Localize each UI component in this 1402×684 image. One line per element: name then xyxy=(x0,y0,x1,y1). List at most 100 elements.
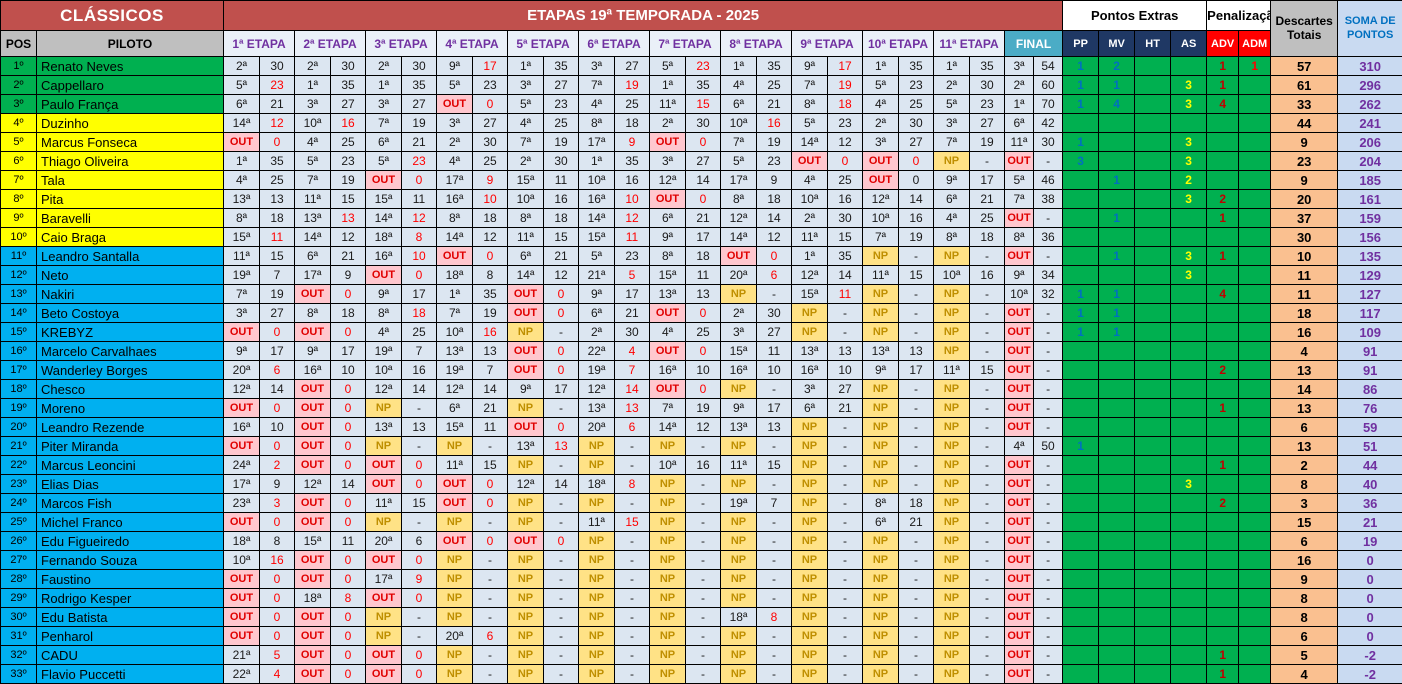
pilot-name[interactable]: Moreno xyxy=(37,399,224,418)
etapa-6-position-cell[interactable]: NP xyxy=(579,437,615,456)
etapa-3-points-cell[interactable]: - xyxy=(402,627,437,646)
etapa-7-points-cell[interactable]: - xyxy=(686,665,721,684)
adm-cell[interactable] xyxy=(1239,76,1271,95)
etapa-9-points-cell[interactable]: 11 xyxy=(828,285,863,304)
etapa-5-position-cell[interactable]: OUT xyxy=(508,361,544,380)
discards-cell[interactable]: 4 xyxy=(1271,665,1338,684)
etapa-4-position-cell[interactable]: 4ª xyxy=(437,152,473,171)
etapa-1-position-cell[interactable]: OUT xyxy=(224,437,260,456)
etapa-11-position-cell[interactable]: 1ª xyxy=(934,57,970,76)
as-cell[interactable] xyxy=(1171,323,1207,342)
etapa-4-position-cell[interactable]: 2ª xyxy=(437,133,473,152)
etapa-6-position-cell[interactable]: 7ª xyxy=(579,76,615,95)
adv-cell[interactable]: 4 xyxy=(1207,95,1239,114)
etapa-3-position-cell[interactable]: 11ª xyxy=(366,494,402,513)
pos-cell[interactable]: 2º xyxy=(1,76,37,95)
as-cell[interactable] xyxy=(1171,494,1207,513)
pilot-name[interactable]: Neto xyxy=(37,266,224,285)
etapa-7-position-cell[interactable]: NP xyxy=(650,627,686,646)
etapa-3-position-cell[interactable]: 20ª xyxy=(366,532,402,551)
sum-cell[interactable]: 135 xyxy=(1338,247,1402,266)
etapa-7-position-cell[interactable]: NP xyxy=(650,608,686,627)
etapa-1-position-cell[interactable]: 5ª xyxy=(224,76,260,95)
adm-cell[interactable] xyxy=(1239,570,1271,589)
etapa-6-position-cell[interactable]: 22ª xyxy=(579,342,615,361)
etapa-1-position-cell[interactable]: 24ª xyxy=(224,456,260,475)
etapa-11-position-cell[interactable]: 10ª xyxy=(934,266,970,285)
etapa-7-position-cell[interactable]: OUT xyxy=(650,304,686,323)
etapa-8-points-cell[interactable]: - xyxy=(757,570,792,589)
pp-cell[interactable]: 1 xyxy=(1063,437,1099,456)
etapa-5-position-cell[interactable]: NP xyxy=(508,551,544,570)
etapa-8-points-cell[interactable]: - xyxy=(757,475,792,494)
etapa-1-position-cell[interactable]: 7ª xyxy=(224,285,260,304)
etapa-2-points-cell[interactable]: 0 xyxy=(331,285,366,304)
etapa-7-points-cell[interactable]: - xyxy=(686,646,721,665)
pp-cell[interactable] xyxy=(1063,494,1099,513)
etapa-1-points-cell[interactable]: 8 xyxy=(260,532,295,551)
pilot-name[interactable]: Penharol xyxy=(37,627,224,646)
etapa-3-position-cell[interactable]: 8ª xyxy=(366,304,402,323)
sum-cell[interactable]: 0 xyxy=(1338,589,1402,608)
sum-cell[interactable]: -2 xyxy=(1338,665,1402,684)
etapa-2-points-cell[interactable]: 0 xyxy=(331,608,366,627)
etapa-11-points-cell[interactable]: - xyxy=(970,589,1005,608)
etapa-4-points-cell[interactable]: - xyxy=(473,551,508,570)
adm-cell[interactable] xyxy=(1239,247,1271,266)
etapa-5-position-cell[interactable]: NP xyxy=(508,665,544,684)
etapa-11-position-cell[interactable]: NP xyxy=(934,285,970,304)
etapa-8-position-cell[interactable]: 3ª xyxy=(721,323,757,342)
etapa-1-position-cell[interactable]: 10ª xyxy=(224,551,260,570)
pilot-name[interactable]: Marcos Fish xyxy=(37,494,224,513)
etapa-11-position-cell[interactable]: NP xyxy=(934,646,970,665)
as-cell[interactable] xyxy=(1171,437,1207,456)
final-points-cell[interactable]: - xyxy=(1034,570,1063,589)
pilot-name[interactable]: Edu Batista xyxy=(37,608,224,627)
etapa-4-points-cell[interactable]: 14 xyxy=(473,380,508,399)
adm-cell[interactable] xyxy=(1239,627,1271,646)
adm-cell[interactable] xyxy=(1239,114,1271,133)
etapa-8-position-cell[interactable]: NP xyxy=(721,589,757,608)
etapa-1-position-cell[interactable]: OUT xyxy=(224,589,260,608)
etapa-5-points-cell[interactable]: 14 xyxy=(544,475,579,494)
final-position-cell[interactable]: 5ª xyxy=(1005,171,1034,190)
etapa-3-points-cell[interactable]: 23 xyxy=(402,152,437,171)
etapa-1-position-cell[interactable]: 19ª xyxy=(224,266,260,285)
etapa-8-points-cell[interactable]: - xyxy=(757,437,792,456)
etapa-8-position-cell[interactable]: 12ª xyxy=(721,209,757,228)
adm-cell[interactable] xyxy=(1239,190,1271,209)
adm-cell[interactable] xyxy=(1239,133,1271,152)
etapa-6-points-cell[interactable]: 27 xyxy=(615,57,650,76)
pos-cell[interactable]: 19º xyxy=(1,399,37,418)
etapa-6-points-cell[interactable]: 15 xyxy=(615,513,650,532)
adv-cell[interactable]: 1 xyxy=(1207,247,1239,266)
final-points-cell[interactable]: - xyxy=(1034,361,1063,380)
etapa-10-points-cell[interactable]: 21 xyxy=(899,513,934,532)
etapa-8-points-cell[interactable]: 14 xyxy=(757,209,792,228)
discards-cell[interactable]: 3 xyxy=(1271,494,1338,513)
etapa-8-position-cell[interactable]: 17ª xyxy=(721,171,757,190)
etapa-1-points-cell[interactable]: 0 xyxy=(260,513,295,532)
final-position-cell[interactable]: OUT xyxy=(1005,665,1034,684)
etapa-6-points-cell[interactable]: 23 xyxy=(615,247,650,266)
etapa-3-points-cell[interactable]: - xyxy=(402,399,437,418)
etapa-1-points-cell[interactable]: 0 xyxy=(260,570,295,589)
pp-cell[interactable] xyxy=(1063,665,1099,684)
etapa-7-position-cell[interactable]: 3ª xyxy=(650,152,686,171)
ht-cell[interactable] xyxy=(1135,475,1171,494)
etapa-1-points-cell[interactable]: 19 xyxy=(260,285,295,304)
final-points-cell[interactable]: 42 xyxy=(1034,114,1063,133)
etapa-1-points-cell[interactable]: 11 xyxy=(260,228,295,247)
etapa-3-position-cell[interactable]: OUT xyxy=(366,171,402,190)
pos-cell[interactable]: 9º xyxy=(1,209,37,228)
etapa-2-points-cell[interactable]: 18 xyxy=(331,304,366,323)
sum-cell[interactable]: 0 xyxy=(1338,608,1402,627)
discards-cell[interactable]: 11 xyxy=(1271,266,1338,285)
adv-cell[interactable] xyxy=(1207,418,1239,437)
pos-cell[interactable]: 30º xyxy=(1,608,37,627)
etapa-11-points-cell[interactable]: - xyxy=(970,513,1005,532)
mv-cell[interactable] xyxy=(1099,190,1135,209)
pilot-name[interactable]: Wanderley Borges xyxy=(37,361,224,380)
etapa-1-points-cell[interactable]: 9 xyxy=(260,475,295,494)
final-points-cell[interactable]: - xyxy=(1034,513,1063,532)
